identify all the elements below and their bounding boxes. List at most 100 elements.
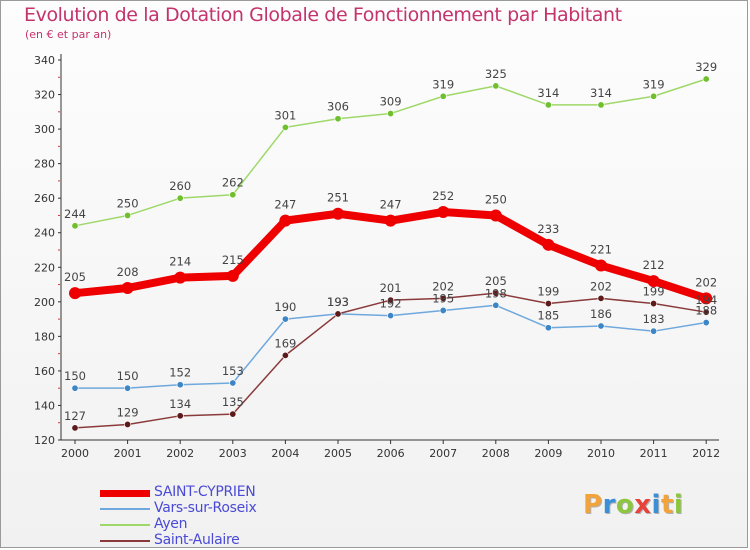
y-tick-label: 160 xyxy=(34,365,55,378)
y-tick-label: 300 xyxy=(34,123,55,136)
x-tick-label: 2011 xyxy=(640,447,668,460)
chart-title: Evolution de la Dotation Globale de Fonc… xyxy=(24,4,622,26)
data-point-ayen xyxy=(387,110,395,118)
data-point-saint-aulaire xyxy=(71,424,79,432)
data-label-saint-cyprien: 208 xyxy=(117,265,139,279)
data-label-ayen: 309 xyxy=(380,95,402,109)
data-point-vars-sur-roseix xyxy=(387,312,395,320)
data-point-saint-aulaire xyxy=(334,310,342,318)
data-label-vars-sur-roseix: 150 xyxy=(64,369,86,383)
data-label-saint-aulaire: 201 xyxy=(380,281,402,295)
data-point-ayen xyxy=(439,92,447,100)
data-point-ayen xyxy=(124,211,132,219)
data-point-ayen xyxy=(650,92,658,100)
data-point-vars-sur-roseix xyxy=(229,379,237,387)
data-point-saint-aulaire xyxy=(650,300,658,308)
legend-item-ayen: Ayen xyxy=(100,516,360,533)
y-tick-label: 180 xyxy=(34,330,55,343)
data-label-ayen: 250 xyxy=(117,196,139,210)
data-label-ayen: 314 xyxy=(537,86,559,100)
data-point-saint-cyprien xyxy=(384,214,397,227)
data-point-saint-aulaire xyxy=(492,289,500,297)
data-point-ayen xyxy=(334,115,342,123)
data-label-saint-cyprien: 252 xyxy=(432,189,454,203)
legend-item-vars-sur-roseix: Vars-sur-Roseix xyxy=(100,500,360,517)
data-label-ayen: 314 xyxy=(590,86,612,100)
data-label-saint-aulaire: 194 xyxy=(695,293,717,307)
data-label-vars-sur-roseix: 188 xyxy=(695,304,717,318)
legend-item-saint-aulaire: Saint-Aulaire xyxy=(100,532,360,549)
data-label-saint-aulaire: 205 xyxy=(485,274,507,288)
data-label-saint-cyprien: 202 xyxy=(695,275,717,289)
data-label-saint-aulaire: 199 xyxy=(643,285,665,299)
data-point-saint-aulaire xyxy=(176,412,184,420)
data-point-vars-sur-roseix xyxy=(650,327,658,335)
x-tick-label: 2006 xyxy=(377,447,405,460)
data-label-saint-aulaire: 202 xyxy=(590,279,612,293)
data-point-vars-sur-roseix xyxy=(124,384,132,392)
data-point-ayen xyxy=(176,194,184,202)
data-point-saint-cyprien xyxy=(595,259,607,272)
data-point-saint-cyprien xyxy=(69,287,81,300)
data-label-saint-cyprien: 212 xyxy=(643,258,665,272)
y-tick-label: 200 xyxy=(34,296,55,309)
data-point-ayen xyxy=(492,82,500,90)
data-point-saint-cyprien xyxy=(121,282,134,294)
chart-subtitle: (en € et par an) xyxy=(25,28,112,41)
data-point-vars-sur-roseix xyxy=(702,319,710,327)
data-label-vars-sur-roseix: 150 xyxy=(117,369,139,383)
data-label-vars-sur-roseix: 195 xyxy=(432,291,454,305)
x-tick-label: 2007 xyxy=(429,447,457,460)
data-label-ayen: 244 xyxy=(64,207,86,221)
data-point-saint-aulaire xyxy=(281,351,289,359)
logo-letter: t xyxy=(660,490,674,520)
data-label-ayen: 325 xyxy=(485,67,507,81)
data-point-saint-cyprien xyxy=(700,292,713,305)
data-label-saint-cyprien: 251 xyxy=(327,191,349,205)
x-tick-label: 2009 xyxy=(534,447,562,460)
x-tick-label: 2002 xyxy=(166,447,194,460)
legend-label-saint-cyprien: SAINT-CYPRIEN xyxy=(154,484,256,500)
data-point-ayen xyxy=(702,75,710,83)
data-label-ayen: 319 xyxy=(643,77,665,91)
data-label-saint-aulaire: 127 xyxy=(64,409,86,423)
legend-swatch-ayen xyxy=(100,524,150,526)
data-label-saint-aulaire: 134 xyxy=(169,397,191,411)
data-label-vars-sur-roseix: 186 xyxy=(590,307,612,321)
y-tick-label: 260 xyxy=(34,192,55,205)
data-point-vars-sur-roseix xyxy=(439,306,447,314)
data-label-saint-cyprien: 205 xyxy=(64,270,86,284)
data-point-saint-aulaire xyxy=(387,296,395,304)
logo-letter: o xyxy=(615,490,635,520)
data-point-saint-cyprien xyxy=(647,275,660,288)
x-tick-label: 2003 xyxy=(219,447,247,460)
data-point-ayen xyxy=(597,101,605,109)
data-point-vars-sur-roseix xyxy=(176,381,184,389)
y-tick-label: 320 xyxy=(34,89,55,102)
x-tick-label: 2000 xyxy=(61,447,89,460)
data-label-saint-aulaire: 193 xyxy=(327,295,349,309)
data-label-ayen: 260 xyxy=(169,179,191,193)
legend-swatch-saint-cyprien xyxy=(100,489,150,497)
x-tick-label: 2004 xyxy=(271,447,299,460)
data-label-vars-sur-roseix: 153 xyxy=(222,364,244,378)
data-point-saint-aulaire xyxy=(702,308,710,316)
data-point-saint-cyprien xyxy=(542,238,555,251)
data-label-saint-aulaire: 135 xyxy=(222,395,244,409)
data-label-saint-aulaire: 169 xyxy=(274,336,296,350)
logo-letter: x xyxy=(634,490,652,520)
data-label-saint-cyprien: 215 xyxy=(222,253,244,267)
data-point-ayen xyxy=(544,101,552,109)
data-label-ayen: 319 xyxy=(432,77,454,91)
data-point-saint-aulaire xyxy=(229,410,237,418)
data-label-vars-sur-roseix: 192 xyxy=(380,297,402,311)
legend-label-vars-sur-roseix: Vars-sur-Roseix xyxy=(154,500,257,516)
y-tick-label: 280 xyxy=(34,158,55,171)
y-tick-label: 340 xyxy=(34,54,55,67)
data-label-ayen: 301 xyxy=(274,108,296,122)
data-point-ayen xyxy=(229,191,237,199)
data-point-saint-aulaire xyxy=(597,294,605,302)
data-label-saint-cyprien: 247 xyxy=(274,198,296,212)
data-point-saint-cyprien xyxy=(332,207,344,220)
